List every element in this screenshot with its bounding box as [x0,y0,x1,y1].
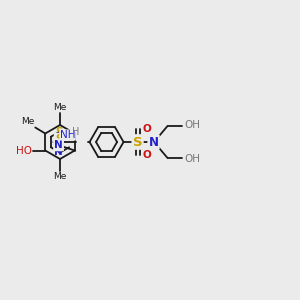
Text: N: N [54,140,63,150]
Text: Me: Me [53,172,67,181]
Text: S: S [133,136,142,148]
Text: S: S [55,134,62,144]
Text: H: H [72,127,79,137]
Text: N: N [148,136,159,148]
Text: HO: HO [16,146,32,155]
Text: O: O [142,150,151,160]
Text: OH: OH [184,120,201,130]
Text: S: S [55,127,62,137]
Text: N: N [54,147,63,157]
Text: NH: NH [60,130,75,140]
Text: Me: Me [53,103,67,112]
Text: Me: Me [21,118,34,127]
Text: O: O [142,124,151,134]
Text: OH: OH [184,154,201,164]
